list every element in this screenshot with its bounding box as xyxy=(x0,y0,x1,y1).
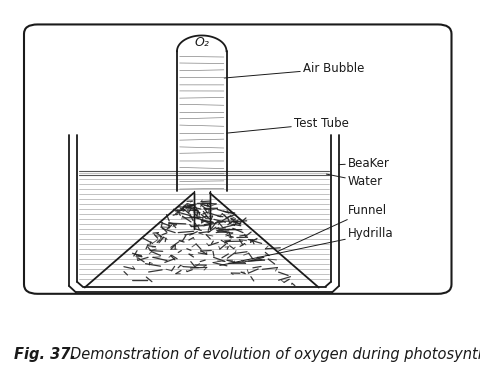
Text: Water: Water xyxy=(326,174,383,188)
Text: Hydrilla: Hydrilla xyxy=(220,227,394,265)
Text: Funnel: Funnel xyxy=(277,204,387,252)
Text: BeaKer: BeaKer xyxy=(339,157,390,170)
Text: Test Tube: Test Tube xyxy=(227,117,349,133)
Text: Air Bubble: Air Bubble xyxy=(224,62,364,78)
Text: Demonstration of evolution of oxygen during photosynthesis.: Demonstration of evolution of oxygen dur… xyxy=(70,347,480,362)
Text: O₂: O₂ xyxy=(194,36,209,49)
Text: Fig. 37.: Fig. 37. xyxy=(14,347,76,362)
